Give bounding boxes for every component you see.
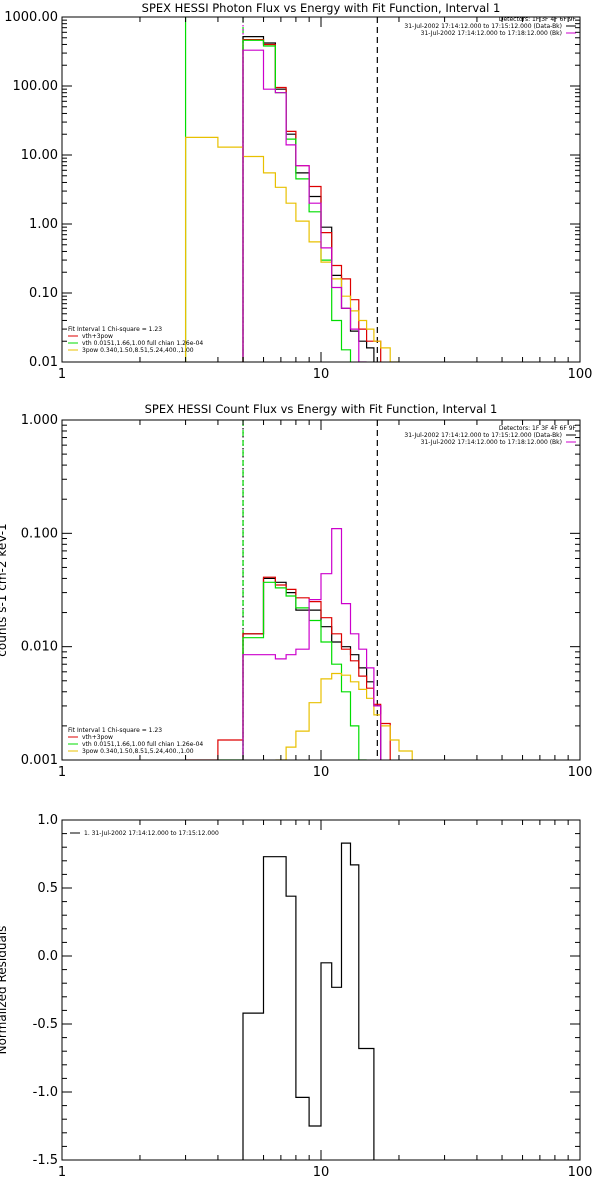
x-tick-label: 10 (313, 367, 330, 382)
plot-area (242, 842, 375, 1160)
x-tick-label: 1 (58, 1165, 66, 1180)
legend-entry: Fit Interval 1 Chi-square = 1.23 (68, 727, 162, 734)
y-axis: -1.5 -1.0 -0.5 0.0 0.5 1.0 (33, 813, 580, 1168)
legend-entry: vth 0.0151,1.66,1.00 full chian 1.26e-04 (82, 741, 203, 748)
y-tick-label: -0.5 (33, 1017, 58, 1032)
y-axis: 0.001 0.010 0.100 1.000 (21, 413, 580, 768)
y-tick-label: 1.00 (29, 217, 58, 232)
x-tick-label: 100 (568, 367, 593, 382)
x-tick-label: 1 (58, 367, 66, 382)
series-vth (242, 39, 352, 362)
x-axis: 1 10 100 (58, 820, 593, 1180)
legend-entry: 31-Jul-2002 17:14:12.000 to 17:15:12.000… (404, 432, 562, 439)
plot-area (184, 17, 413, 362)
legend-entry: Fit Interval 1 Chi-square = 1.23 (68, 326, 162, 333)
series-bk (242, 49, 367, 362)
chart-title: SPEX HESSI Photon Flux vs Energy with Fi… (142, 1, 501, 15)
legend-bottom-left: Fit Interval 1 Chi-square = 1.23vth+3pow… (68, 727, 203, 755)
y-tick-label: 0.01 (29, 355, 58, 370)
x-tick-label: 10 (313, 765, 330, 780)
legend-entry: 1. 31-Jul-2002 17:14:12.000 to 17:15:12.… (84, 830, 219, 837)
legend-bottom-left: Fit Interval 1 Chi-square = 1.23vth+3pow… (68, 326, 203, 354)
y-axis: 0.01 0.10 1.00 10.00 100.00 1000.00 (4, 10, 580, 370)
legend-entry: Detectors: 1F 3F 4F 6F 9F (499, 425, 577, 432)
series-vth-3pow (185, 576, 391, 760)
y-tick-label: -1.5 (33, 1153, 58, 1168)
legend-entry: 31-Jul-2002 17:14:12.000 to 17:15:12.000… (404, 23, 562, 30)
legend-entry: 31-Jul-2002 17:14:12.000 to 17:18:12.000… (421, 439, 562, 446)
y-tick-label: 0.0 (37, 949, 58, 964)
x-tick-label: 100 (568, 765, 593, 780)
legend-entry: 31-Jul-2002 17:14:12.000 to 17:18:12.000… (421, 30, 562, 37)
legend-entry: vth+3pow (82, 734, 113, 741)
y-axis-label: counts s-1 cm-2 keV-1 (0, 523, 9, 656)
legend-entry: vth+3pow (82, 333, 113, 340)
y-tick-label: 1.0 (37, 813, 58, 828)
y-tick-label: 0.010 (21, 640, 58, 655)
series-bk (242, 528, 382, 760)
x-tick-label: 10 (313, 1165, 330, 1180)
x-axis: 1 10 100 (58, 420, 593, 780)
series-1-31-jul-2002-17-14-12-000-to-17-15-12-000 (242, 842, 375, 1160)
legend-entry: 3pow 0.340,1.50,8.51,5.24,400.,1.00 (82, 347, 194, 354)
x-axis: 1 10 100 (58, 17, 593, 382)
chart-panel-2: SPEX HESSI Count Flux vs Energy with Fit… (0, 402, 592, 780)
legend-entry: 3pow 0.340,1.50,8.51,5.24,400.,1.00 (82, 748, 194, 755)
plot-area (185, 420, 413, 760)
y-tick-label: 100.00 (13, 79, 59, 94)
series-3pow (275, 672, 413, 760)
y-tick-label: 0.100 (21, 526, 58, 541)
y-tick-label: -1.0 (33, 1085, 58, 1100)
y-axis-label: Normalized Residuals (0, 926, 9, 1055)
y-tick-label: 1000.00 (4, 10, 58, 25)
chart-panel-3: 1 10 100 -1.5 -1.0 -0.5 0.0 0.5 1.0 Normalized Re… (0, 813, 592, 1180)
y-tick-label: 0.5 (37, 881, 58, 896)
y-tick-label: 0.10 (29, 286, 58, 301)
chart-panel-1: SPEX HESSI Photon Flux vs Energy with Fi… (4, 1, 592, 382)
y-tick-label: 0.001 (21, 753, 58, 768)
x-tick-label: 100 (568, 1165, 593, 1180)
legend-residuals: 1. 31-Jul-2002 17:14:12.000 to 17:15:12.… (70, 830, 219, 837)
series-3pow (185, 136, 413, 362)
y-tick-label: 10.00 (21, 148, 58, 163)
legend-entry: vth 0.0151,1.66,1.00 full chian 1.26e-04 (82, 340, 203, 347)
series-data-bk (242, 36, 375, 362)
y-tick-label: 1.000 (21, 413, 58, 428)
chart-title: SPEX HESSI Count Flux vs Energy with Fit… (145, 402, 498, 416)
x-tick-label: 1 (58, 765, 66, 780)
legend-entry: Detectors: 1F 3F 4F 6F 9F (499, 16, 577, 23)
series-vth (217, 581, 367, 760)
